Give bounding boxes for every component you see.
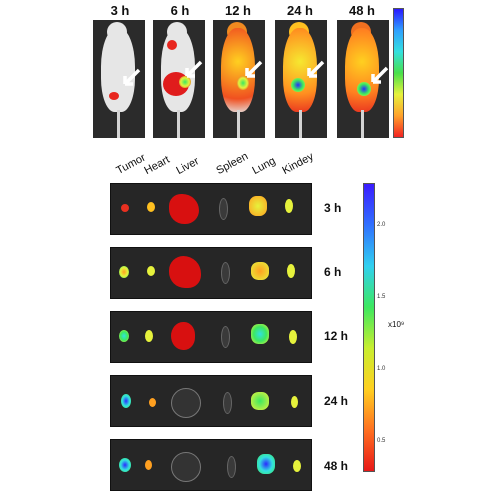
main-colorbar: [363, 183, 375, 472]
tumor-signal: [179, 76, 191, 88]
organ-kidney: [293, 460, 301, 472]
top-colorbar: [393, 8, 404, 138]
tumor-signal: [109, 92, 119, 100]
arrow-icon: [245, 60, 263, 78]
organ-liver: [169, 256, 201, 288]
organ-header-liver: Liver: [174, 155, 202, 177]
organ-tumor: [119, 330, 129, 342]
organ-lung: [249, 196, 267, 216]
organ-lung: [251, 324, 269, 344]
mouse-tail: [237, 110, 240, 138]
organ-lung: [251, 392, 269, 410]
organ-row-12h: [110, 311, 312, 363]
organ-heart: [145, 330, 153, 342]
mouse-panel-12h: [213, 20, 265, 138]
organ-spleen: [221, 326, 230, 348]
organ-heart: [147, 202, 155, 212]
arrow-icon: [307, 60, 325, 78]
organ-liver: [169, 194, 199, 224]
in-vivo-timepoint-label: 48 h: [348, 3, 375, 18]
organ-kidney: [289, 330, 297, 344]
organ-heart: [147, 266, 155, 276]
mouse-panel-6h: [153, 20, 205, 138]
mouse-tail: [361, 110, 364, 138]
mouse-body: [345, 28, 379, 112]
in-vivo-timepoint-label: 6 h: [170, 3, 190, 18]
arrow-icon: [371, 66, 389, 84]
organ-row-3h: [110, 183, 312, 235]
organ-liver: [171, 452, 201, 482]
colorbar-unit: x10⁹: [388, 320, 405, 329]
colorbar-tick: 0.5: [377, 438, 386, 444]
organ-row-48h: [110, 439, 312, 491]
mouse-body: [221, 28, 255, 112]
row-label-12h: 12 h: [324, 329, 349, 343]
organ-tumor: [119, 266, 129, 278]
organ-spleen: [223, 392, 232, 414]
organ-kidney: [287, 264, 295, 278]
organ-heart: [149, 398, 156, 407]
mouse-panel-24h: [275, 20, 327, 138]
tumor-signal: [357, 82, 371, 96]
organ-liver: [171, 322, 195, 350]
organ-row-6h: [110, 247, 312, 299]
mouse-body: [161, 28, 195, 112]
organ-liver: [171, 388, 201, 418]
colorbar-tick: 1.0: [377, 366, 386, 372]
mouse-tail: [117, 110, 120, 138]
organ-tumor: [121, 394, 131, 408]
mouse-tail: [177, 110, 180, 138]
row-label-6h: 6 h: [324, 265, 342, 279]
mouse-panel-3h: [93, 20, 145, 138]
colorbar-tick: 2.0: [377, 222, 386, 228]
organ-header-kidney: Kindey: [280, 150, 316, 177]
tumor-signal: [291, 78, 305, 92]
organ-spleen: [221, 262, 230, 284]
organ-spleen: [227, 456, 236, 478]
organ-spleen: [219, 198, 228, 220]
row-label-48h: 48 h: [324, 459, 349, 473]
organ-header-spleen: Spleen: [214, 150, 251, 177]
organ-header-tumor: Tumor: [114, 151, 148, 177]
tumor-signal: [237, 76, 249, 90]
colorbar-tick: 1.5: [377, 294, 386, 300]
organ-lung: [257, 454, 275, 474]
row-label-24h: 24 h: [324, 394, 349, 408]
organ-tumor: [121, 204, 129, 212]
signal: [167, 40, 177, 50]
organ-lung: [251, 262, 269, 280]
organ-kidney: [291, 396, 298, 408]
in-vivo-timepoint-label: 12 h: [224, 3, 251, 18]
organ-tumor: [119, 458, 131, 472]
organ-row-24h: [110, 375, 312, 427]
in-vivo-timepoint-label: 3 h: [110, 3, 130, 18]
organ-header-heart: Heart: [142, 153, 172, 177]
in-vivo-timepoint-label: 24 h: [286, 3, 313, 18]
arrow-icon: [185, 60, 203, 78]
arrow-icon: [123, 68, 141, 86]
mouse-body: [283, 28, 317, 112]
mouse-panel-48h: [337, 20, 389, 138]
organ-heart: [145, 460, 152, 470]
organ-kidney: [285, 199, 293, 213]
mouse-tail: [299, 110, 302, 138]
row-label-3h: 3 h: [324, 201, 342, 215]
organ-header-lung: Lung: [250, 154, 278, 177]
